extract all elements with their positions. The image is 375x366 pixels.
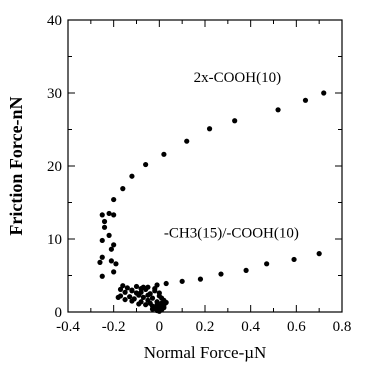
data-point (99, 273, 105, 279)
plot-border (67, 19, 343, 313)
data-point (122, 296, 128, 303)
data-point (99, 212, 105, 218)
data-point (243, 267, 249, 273)
data-point (129, 288, 135, 294)
data-point (143, 302, 149, 308)
annotation-2x-cooh: 2x-COOH(10) (194, 70, 281, 86)
data-point (101, 224, 108, 230)
data-point (111, 269, 117, 275)
data-point (218, 271, 224, 277)
data-point (127, 294, 133, 300)
x-tick-label: 0.4 (241, 319, 260, 335)
x-tick-label: -0.4 (56, 319, 80, 335)
data-point (179, 278, 185, 284)
data-point (140, 284, 146, 290)
data-point (291, 256, 297, 263)
data-point (156, 290, 162, 296)
x-axis-label: Normal Force-µN (144, 343, 267, 362)
data-point (232, 118, 238, 124)
data-point (133, 283, 140, 290)
data-point (184, 138, 190, 144)
data-point (108, 246, 114, 252)
y-tick-label: 30 (47, 86, 62, 102)
annotation-ch3-cooh: -CH3(15)/-COOH(10) (164, 226, 299, 242)
data-point (106, 232, 112, 238)
x-tick-label: 0 (156, 319, 164, 335)
y-tick-label: 0 (55, 305, 63, 321)
data-point (115, 294, 121, 300)
axis-ticks (67, 19, 343, 313)
data-point (99, 254, 105, 260)
data-point (101, 218, 108, 225)
data-point (152, 286, 158, 292)
data-point (149, 306, 156, 312)
x-tick-label: -0.2 (102, 319, 126, 335)
data-point (136, 301, 142, 307)
data-point (149, 295, 156, 301)
data-point (275, 107, 281, 113)
data-point (120, 186, 126, 192)
data-point (316, 251, 322, 257)
data-point (163, 299, 169, 306)
data-point (124, 285, 130, 291)
data-point (156, 308, 162, 314)
data-point (161, 305, 167, 311)
data-point (140, 294, 146, 300)
data-point (161, 151, 167, 157)
data-point (106, 210, 112, 217)
data-point (154, 302, 160, 308)
data-point (129, 173, 135, 179)
x-tick-label: 0.6 (287, 319, 306, 335)
data-point (159, 295, 165, 301)
data-point (113, 261, 119, 267)
data-point (111, 196, 117, 203)
data-point (122, 289, 128, 295)
y-tick-label: 20 (47, 159, 62, 175)
tick-labels: -0.4 -0.2 0 0.2 0.4 0.6 0.8 0 10 20 30 40 (47, 13, 351, 335)
y-tick-label: 40 (47, 13, 62, 29)
data-point (197, 276, 204, 282)
data-point (163, 280, 169, 287)
x-tick-label: 0.8 (333, 319, 352, 335)
y-axis-label: Friction Force-nN (6, 96, 26, 235)
data-point (129, 298, 135, 304)
data-point (99, 237, 105, 244)
data-point (145, 292, 151, 298)
data-point (108, 258, 114, 264)
data-point (143, 161, 149, 168)
data-points (97, 90, 327, 314)
data-point (117, 286, 124, 292)
data-point (264, 261, 270, 267)
data-point (302, 97, 309, 103)
data-point (133, 290, 140, 296)
x-tick-label: 0.2 (196, 319, 215, 335)
plot-frame (67, 19, 343, 313)
data-point (97, 259, 103, 265)
data-point (111, 212, 117, 218)
data-point (111, 242, 117, 248)
y-tick-label: 10 (47, 232, 62, 248)
data-point (321, 90, 327, 96)
data-point (206, 126, 213, 132)
